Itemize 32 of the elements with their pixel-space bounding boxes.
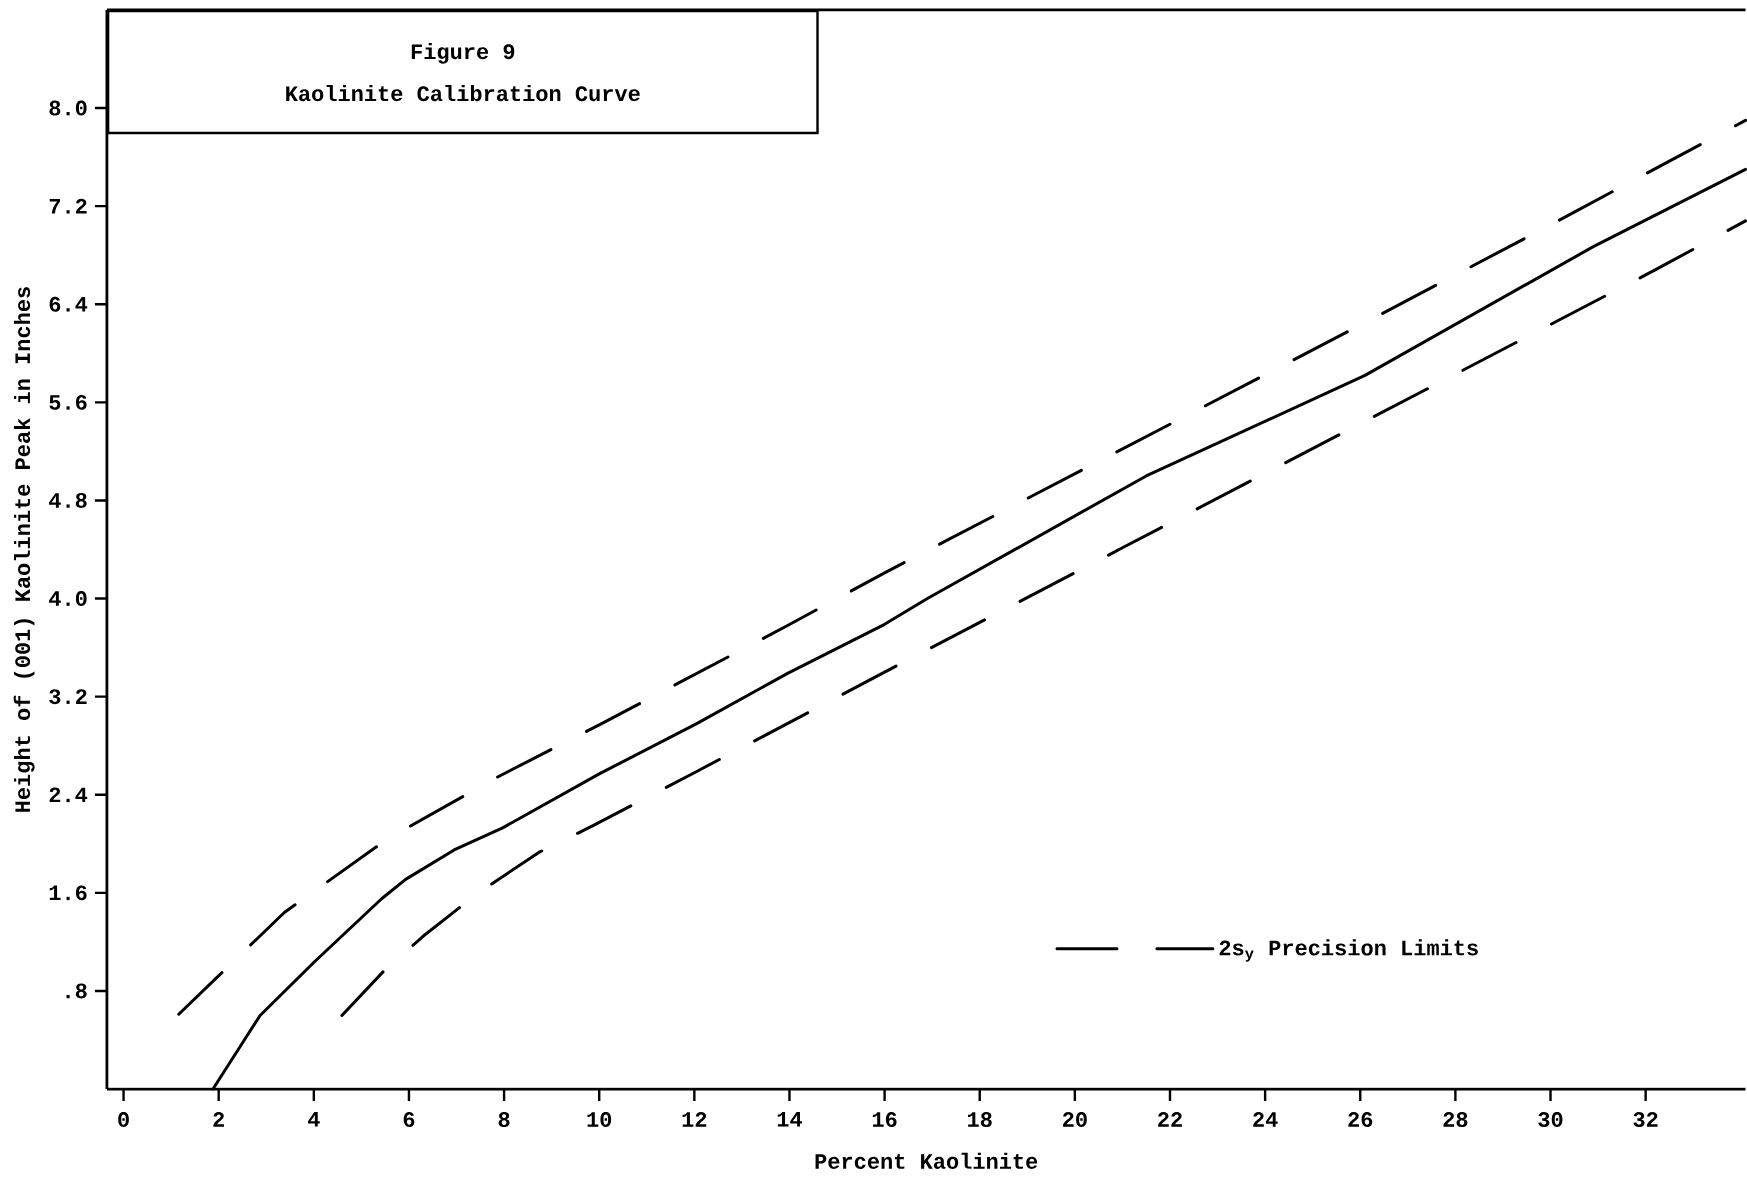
x-tick-label: 0 [118,1112,129,1128]
x-tick-label: 10 [587,1112,612,1128]
x-tick-label: 14 [777,1112,803,1127]
text: 2s$_{y}$ Precision Limits [1219,939,1478,962]
x-tick-label: 6 [403,1112,415,1128]
x-tick-label: 12 [682,1112,707,1127]
y-tick-label: 4.8 [49,493,87,508]
x-tick-label: 16 [872,1112,897,1128]
y-tick-label: 7.2 [49,198,87,214]
y-tick-label: 3.2 [49,689,87,705]
x-tick-label: 20 [1062,1112,1087,1128]
text: Figure 9 [411,43,515,64]
y-tick-label: 1.6 [49,885,87,901]
x-tick-label: 32 [1633,1112,1658,1128]
x-tick-label: 8 [498,1112,510,1128]
text: Kaolinite Calibration Curve [286,85,640,102]
y-tick-label: 4.0 [49,591,87,607]
y-tick-label: 8.0 [49,100,87,116]
x-tick-label: 22 [1158,1112,1182,1127]
x-tick-label: 26 [1348,1112,1373,1128]
y-tick-label: 6.4 [49,296,88,312]
y-tick-label: 2.4 [49,787,88,803]
x-tick-label: 18 [968,1112,992,1128]
y-axis-title: Height of (001) Kaolinite Peak in Inches [13,287,35,812]
y-tick-label: 5.6 [49,394,87,410]
x-tick-label: 30 [1538,1112,1563,1128]
x-axis-title: Percent Kaolinite [815,1152,1038,1169]
x-tick-label: 2 [213,1112,225,1127]
x-tick-label: 4 [307,1112,320,1127]
y-tick-label: .8 [66,983,87,999]
x-tick-label: 24 [1253,1112,1278,1127]
x-tick-label: 28 [1443,1112,1468,1128]
